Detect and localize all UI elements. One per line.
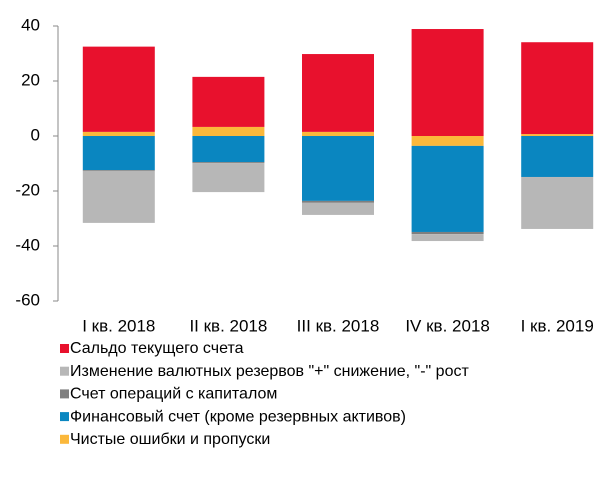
y-tick-label: -60 <box>15 290 40 309</box>
legend-label: Финансовый счет (кроме резервных активов… <box>70 408 406 425</box>
bar-segment <box>302 200 374 203</box>
bar-segment <box>192 162 265 164</box>
y-tick-label: 0 <box>31 125 40 144</box>
bar-segment <box>411 29 484 136</box>
bar-segment <box>411 234 484 242</box>
y-tick-label: 40 <box>21 15 40 34</box>
y-tick-label: -40 <box>15 235 40 254</box>
x-tick-label: IV кв. 2018 <box>405 316 490 335</box>
legend-label: Сальдо текущего счета <box>70 340 244 357</box>
bar-segment <box>302 54 374 132</box>
bar-segment <box>82 170 155 171</box>
x-tick-label: III кв. 2018 <box>297 316 380 335</box>
bar-segment <box>82 170 155 223</box>
bar-segment <box>302 131 374 136</box>
legend-label: Чистые ошибки и пропуски <box>70 431 270 448</box>
x-tick-label: II кв. 2018 <box>189 316 267 335</box>
x-tick-label: I кв. 2019 <box>521 316 594 335</box>
bar-segment <box>411 231 484 235</box>
legend-swatch <box>60 412 69 422</box>
bar-segment <box>192 163 265 193</box>
bar-segment <box>521 177 594 229</box>
bar-segment <box>521 42 594 135</box>
bar-segment <box>192 76 265 127</box>
y-tick-label: 20 <box>21 70 40 89</box>
x-tick-label: I кв. 2018 <box>82 316 155 335</box>
bar-segment <box>302 136 374 201</box>
bar-segment <box>192 126 265 136</box>
legend-swatch <box>60 389 69 399</box>
bar-segment <box>192 136 265 163</box>
legend-label: Счет операций с капиталом <box>70 386 277 403</box>
bar-segment <box>521 136 594 177</box>
bar-segment <box>521 134 594 136</box>
legend-label: Изменение валютных резервов "+" снижение… <box>70 363 469 380</box>
bar-segment <box>82 136 155 171</box>
bar-segment <box>411 136 484 146</box>
bar-segment <box>411 145 484 232</box>
bar-segment <box>82 131 155 136</box>
legend-swatch <box>60 344 69 353</box>
legend-swatch <box>60 366 69 376</box>
bar-segment <box>302 202 374 215</box>
bar-segment <box>82 46 155 132</box>
legend-swatch <box>60 434 69 444</box>
y-tick-label: -20 <box>15 180 40 199</box>
